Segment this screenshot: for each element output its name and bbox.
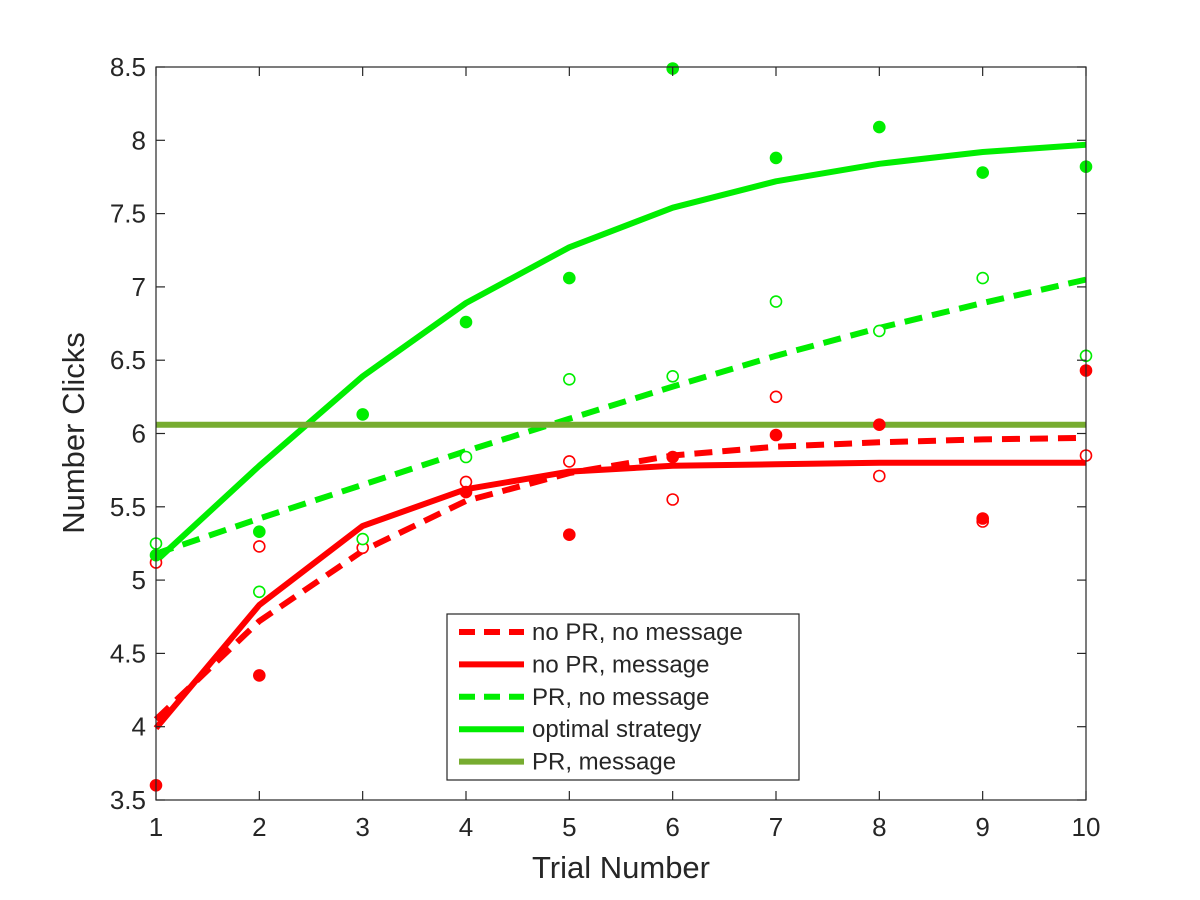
y-tick-label: 4.5 <box>110 638 146 668</box>
data-point-no-pr-message <box>459 485 473 499</box>
data-point-pr-no-message <box>872 324 886 338</box>
data-point-optimal-strategy <box>769 151 783 165</box>
data-point-optimal-strategy <box>252 525 266 539</box>
data-point-pr-no-message <box>562 372 576 386</box>
data-point-no-pr-no-message <box>666 493 680 506</box>
x-tick-label: 2 <box>252 812 266 842</box>
data-point-optimal-strategy <box>459 315 473 329</box>
y-tick-label: 7 <box>132 272 146 302</box>
x-tick-label: 3 <box>355 812 369 842</box>
data-point-pr-no-message <box>976 271 990 285</box>
data-point-no-pr-message <box>976 512 990 525</box>
series-line-pr-no-message <box>155 276 1087 557</box>
legend-label-no-pr-no-message: no PR, no message <box>532 619 743 646</box>
y-tick-label: 5 <box>132 565 146 595</box>
data-point-no-pr-message <box>769 428 783 442</box>
data-point-no-pr-message <box>562 528 576 542</box>
x-axis-label: Trial Number <box>532 850 710 885</box>
y-axis-label: Number Clicks <box>56 332 91 534</box>
data-point-optimal-strategy <box>976 166 990 179</box>
axes-layer: 1 2 3 4 5 6 7 8 9 10 3.5 4 4.5 5 5.5 6 6.5 7 7.5 8 8.5 <box>110 52 1101 842</box>
data-point-no-pr-message <box>872 418 886 432</box>
data-point-no-pr-no-message <box>252 540 266 553</box>
x-tick-label: 4 <box>459 812 473 842</box>
data-point-pr-no-message <box>666 369 680 383</box>
y-tick-label: 5.5 <box>110 492 146 522</box>
marks-layer <box>149 62 1093 792</box>
x-tick-label: 10 <box>1072 812 1101 842</box>
x-tick-label: 8 <box>872 812 886 842</box>
y-tick-label: 7.5 <box>110 199 146 229</box>
legend-label-pr-no-message: PR, no message <box>532 684 709 711</box>
series-line-no-pr-no-message <box>153 434 1087 722</box>
data-point-optimal-strategy <box>562 271 576 285</box>
y-tick-label: 8.5 <box>110 52 146 82</box>
data-point-optimal-strategy <box>356 408 370 421</box>
data-point-no-pr-message <box>666 450 680 464</box>
data-point-no-pr-no-message <box>459 475 473 489</box>
data-point-pr-no-message <box>769 295 783 308</box>
series-line-no-pr-message <box>153 459 1086 731</box>
series-line-optimal-strategy <box>153 141 1087 564</box>
x-tick-label: 6 <box>665 812 679 842</box>
legend-label-pr-message: PR, message <box>532 749 676 776</box>
x-tick-label: 5 <box>562 812 576 842</box>
legend-label-no-pr-message: no PR, message <box>532 651 709 678</box>
y-tick-label: 4 <box>132 712 146 742</box>
data-point-no-pr-no-message <box>562 455 576 468</box>
x-tick-label: 7 <box>769 812 783 842</box>
y-tick-label: 3.5 <box>110 785 146 815</box>
legend: no PR, no message no PR, message PR, no me… <box>446 613 800 781</box>
data-point-pr-no-message <box>459 450 473 464</box>
data-point-pr-no-message <box>252 585 266 599</box>
y-tick-label: 6.5 <box>110 345 146 375</box>
legend-box <box>446 613 800 781</box>
data-point-no-pr-no-message <box>769 390 783 404</box>
x-tick-label: 1 <box>149 812 163 842</box>
data-point-pr-no-message <box>356 532 370 546</box>
y-tick-label: 6 <box>132 419 146 449</box>
data-point-optimal-strategy <box>872 120 886 134</box>
y-tick-label: 8 <box>132 125 146 155</box>
legend-label-optimal-strategy: optimal strategy <box>532 716 701 743</box>
x-tick-label: 9 <box>975 812 989 842</box>
data-point-no-pr-no-message <box>872 469 886 483</box>
data-point-no-pr-message <box>252 669 266 682</box>
